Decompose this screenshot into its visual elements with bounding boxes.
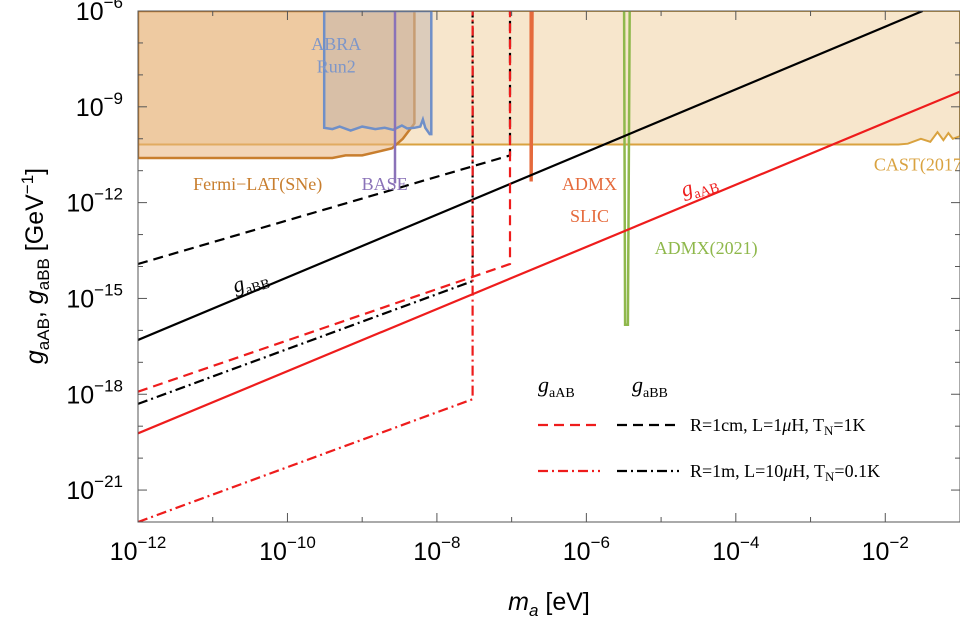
coupling-label-aAB: gaAB [678,167,722,205]
x-axis-title: ma [eV] [508,588,590,620]
y-axis-title: gaAB, gaBB [GeV−1] [18,168,53,364]
x-tick-label: 10−2 [862,533,909,566]
series-gaBB-solid [138,11,924,342]
series-gaAB-dashdot [138,11,474,522]
y-tick-label: 10−9 [76,89,123,122]
region-label: SLIC [570,206,609,226]
region-abra-run2 [322,11,433,136]
legend-text: R=1m, L=10μH, TN=0.1K [690,461,880,484]
x-tick-label: 10−8 [413,533,460,566]
x-tick-label: 10−4 [712,533,759,566]
region-admx-slic [529,11,534,182]
series-gaAB-solid [138,90,960,435]
region-admx-2021 [622,11,631,327]
region-label: Fermi−LAT(SNe) [193,174,322,195]
region-label: CAST(2017) [874,155,960,176]
region-label: ADMX(2021) [655,238,758,259]
legend-text: R=1cm, L=1μH, TN=1K [690,415,866,438]
x-tick-label: 10−10 [259,533,316,566]
y-tick-label: 10−12 [66,185,123,218]
region-label: BASE [362,174,408,194]
y-tick-label: 10−6 [76,0,123,26]
region-label: Run2 [317,56,356,76]
legend-header-aAB: gaAB [538,372,575,401]
coupling-label-aBB: gaBB [229,263,272,301]
series-gaAB-dashed [138,11,512,393]
x-tick-label: 10−12 [110,533,167,566]
region-label: ADMX [562,174,617,194]
y-tick-label: 10−21 [66,472,123,505]
y-tick-label: 10−18 [66,376,123,409]
region-label: ABRA [311,34,361,54]
x-tick-label: 10−6 [563,533,610,566]
legend-header-aBB: gaBB [632,372,668,401]
y-tick-label: 10−15 [66,280,123,313]
